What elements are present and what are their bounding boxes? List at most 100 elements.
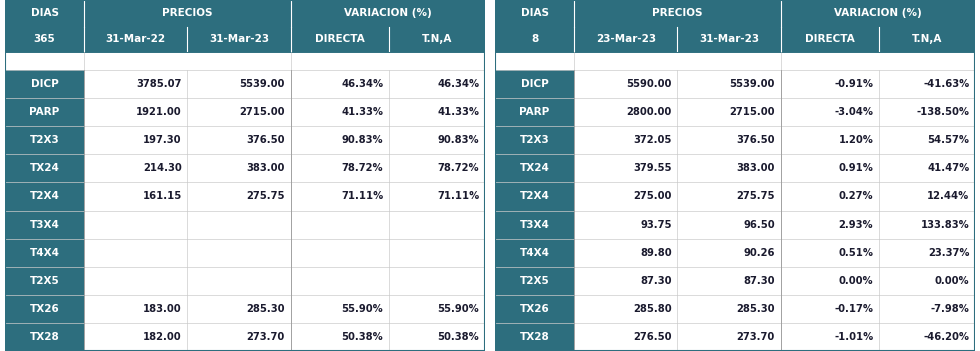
Bar bbox=[5, 0, 485, 27]
Text: 46.34%: 46.34% bbox=[437, 79, 479, 89]
Bar bbox=[495, 27, 975, 52]
Bar bbox=[495, 70, 975, 98]
Text: 31-Mar-23: 31-Mar-23 bbox=[699, 34, 760, 45]
Text: -1.01%: -1.01% bbox=[834, 332, 873, 342]
Text: -46.20%: -46.20% bbox=[923, 332, 969, 342]
Bar bbox=[495, 126, 574, 154]
Text: 12.44%: 12.44% bbox=[927, 191, 969, 201]
Text: 383.00: 383.00 bbox=[737, 163, 775, 173]
Text: 0.51%: 0.51% bbox=[838, 248, 873, 258]
Text: 285.30: 285.30 bbox=[736, 304, 775, 314]
Bar bbox=[5, 70, 485, 98]
Bar bbox=[495, 0, 975, 27]
Text: 182.00: 182.00 bbox=[143, 332, 181, 342]
Text: PRECIOS: PRECIOS bbox=[652, 8, 703, 19]
Text: 273.70: 273.70 bbox=[247, 332, 285, 342]
Text: T2X3: T2X3 bbox=[519, 135, 550, 145]
Bar bbox=[5, 267, 84, 295]
Text: 71.11%: 71.11% bbox=[437, 191, 479, 201]
Text: DIRECTA: DIRECTA bbox=[805, 34, 855, 45]
Text: 8: 8 bbox=[531, 34, 538, 45]
Text: T3X4: T3X4 bbox=[519, 219, 550, 230]
Text: T.N,A: T.N,A bbox=[422, 34, 452, 45]
Bar bbox=[5, 126, 84, 154]
Bar bbox=[5, 295, 84, 323]
Text: VARIACION (%): VARIACION (%) bbox=[344, 8, 432, 19]
Text: 89.80: 89.80 bbox=[640, 248, 671, 258]
Text: DIAS: DIAS bbox=[30, 8, 59, 19]
Text: PARP: PARP bbox=[29, 107, 60, 117]
Text: 379.55: 379.55 bbox=[633, 163, 671, 173]
Text: 2715.00: 2715.00 bbox=[729, 107, 775, 117]
Text: 0.00%: 0.00% bbox=[839, 276, 873, 286]
Text: 1921.00: 1921.00 bbox=[136, 107, 181, 117]
Text: -0.17%: -0.17% bbox=[834, 304, 873, 314]
Text: 5539.00: 5539.00 bbox=[729, 79, 775, 89]
Text: T2X3: T2X3 bbox=[29, 135, 60, 145]
Text: 41.33%: 41.33% bbox=[437, 107, 479, 117]
Text: 275.75: 275.75 bbox=[246, 191, 285, 201]
Bar bbox=[5, 27, 485, 52]
Text: 214.30: 214.30 bbox=[143, 163, 181, 173]
Text: 275.75: 275.75 bbox=[736, 191, 775, 201]
Bar bbox=[5, 211, 84, 239]
Text: VARIACION (%): VARIACION (%) bbox=[834, 8, 922, 19]
Text: 78.72%: 78.72% bbox=[342, 163, 383, 173]
Bar bbox=[495, 126, 975, 154]
Text: T4X4: T4X4 bbox=[29, 248, 60, 258]
Text: 78.72%: 78.72% bbox=[438, 163, 479, 173]
Text: TX24: TX24 bbox=[519, 163, 550, 173]
Text: 285.80: 285.80 bbox=[633, 304, 671, 314]
Text: T2X5: T2X5 bbox=[29, 276, 60, 286]
Text: 46.34%: 46.34% bbox=[341, 79, 383, 89]
Text: 365: 365 bbox=[33, 34, 56, 45]
Bar bbox=[495, 154, 574, 183]
Bar bbox=[5, 70, 84, 98]
Bar bbox=[5, 154, 84, 183]
Bar bbox=[495, 98, 975, 126]
Text: 31-Mar-23: 31-Mar-23 bbox=[209, 34, 270, 45]
Bar bbox=[5, 267, 485, 295]
Text: 93.75: 93.75 bbox=[640, 219, 671, 230]
Text: 276.50: 276.50 bbox=[633, 332, 671, 342]
Text: 87.30: 87.30 bbox=[640, 276, 671, 286]
Text: 273.70: 273.70 bbox=[737, 332, 775, 342]
Text: 23-Mar-23: 23-Mar-23 bbox=[596, 34, 656, 45]
Bar bbox=[495, 211, 574, 239]
Text: 383.00: 383.00 bbox=[247, 163, 285, 173]
Text: -3.04%: -3.04% bbox=[834, 107, 873, 117]
Text: 2715.00: 2715.00 bbox=[239, 107, 285, 117]
Text: 90.83%: 90.83% bbox=[438, 135, 479, 145]
Text: 90.26: 90.26 bbox=[744, 248, 775, 258]
Text: DIAS: DIAS bbox=[520, 8, 549, 19]
Bar bbox=[5, 323, 485, 351]
Bar bbox=[5, 126, 485, 154]
Text: 0.00%: 0.00% bbox=[935, 276, 969, 286]
Text: T2X5: T2X5 bbox=[519, 276, 550, 286]
Bar bbox=[495, 183, 574, 211]
Text: TX26: TX26 bbox=[29, 304, 60, 314]
Bar bbox=[495, 70, 574, 98]
Text: PARP: PARP bbox=[519, 107, 550, 117]
Bar bbox=[5, 239, 84, 267]
Bar bbox=[5, 98, 485, 126]
Text: 285.30: 285.30 bbox=[246, 304, 285, 314]
Text: 1.20%: 1.20% bbox=[839, 135, 873, 145]
Text: -0.91%: -0.91% bbox=[834, 79, 873, 89]
Bar bbox=[5, 52, 485, 70]
Text: 5590.00: 5590.00 bbox=[626, 79, 671, 89]
Text: 50.38%: 50.38% bbox=[438, 332, 479, 342]
Text: 183.00: 183.00 bbox=[143, 304, 181, 314]
Bar bbox=[5, 183, 84, 211]
Bar bbox=[495, 295, 975, 323]
Text: -7.98%: -7.98% bbox=[930, 304, 969, 314]
Text: 55.90%: 55.90% bbox=[342, 304, 383, 314]
Text: 376.50: 376.50 bbox=[736, 135, 775, 145]
Text: 161.15: 161.15 bbox=[142, 191, 181, 201]
Bar bbox=[5, 323, 84, 351]
Text: DIRECTA: DIRECTA bbox=[315, 34, 365, 45]
Bar bbox=[5, 98, 84, 126]
Bar bbox=[495, 267, 574, 295]
Text: 55.90%: 55.90% bbox=[438, 304, 479, 314]
Bar bbox=[495, 323, 574, 351]
